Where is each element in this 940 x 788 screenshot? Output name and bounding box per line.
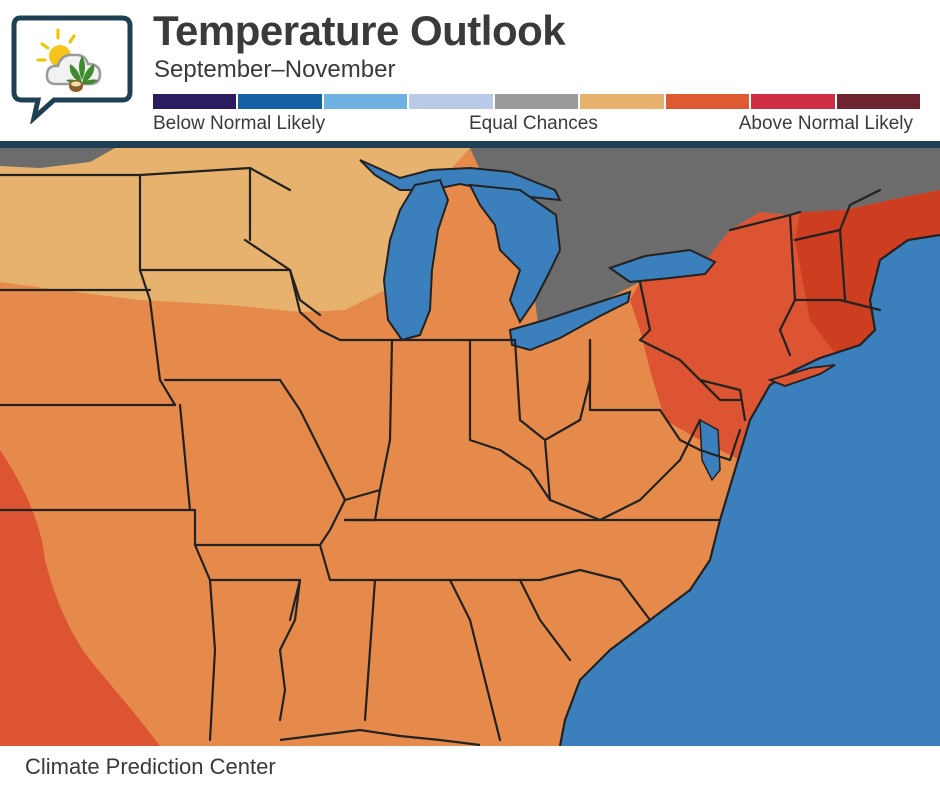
legend-label-above: Above Normal Likely (738, 113, 913, 134)
page-subtitle: September–November (154, 56, 396, 83)
outlook-map (0, 148, 940, 746)
lake-huron (468, 183, 562, 325)
legend-swatch (749, 94, 835, 109)
lake-erie (508, 290, 632, 352)
legend-swatch (407, 94, 493, 109)
legend-color-bar (153, 94, 920, 109)
header-divider (0, 141, 940, 148)
weather-logo-icon (11, 15, 133, 124)
source-credit: Climate Prediction Center (25, 754, 276, 779)
legend-swatch (578, 94, 664, 109)
footer: Climate Prediction Center (0, 746, 940, 788)
header: Temperature Outlook September–November B… (0, 0, 940, 142)
legend-swatch (834, 94, 920, 109)
chesapeake-bay (699, 418, 721, 482)
legend-swatch (492, 94, 579, 109)
legend-swatch (321, 94, 408, 109)
gulf-coastline (279, 728, 481, 746)
equal-chances-region (470, 148, 940, 340)
page-title: Temperature Outlook (153, 7, 566, 54)
state-borders (0, 166, 882, 742)
legend-swatch (153, 94, 237, 109)
lake-michigan (382, 178, 450, 342)
legend-swatch (236, 94, 322, 109)
equal-chances-corner (0, 148, 115, 168)
long-island (767, 364, 836, 387)
legend-swatch (663, 94, 750, 109)
legend-label-below: Below Normal Likely (153, 113, 326, 134)
coastline (558, 233, 940, 746)
above-normal-high-southwest (0, 450, 160, 746)
outlook-map-svg (0, 148, 940, 746)
above-normal-low-region (0, 148, 470, 312)
lake-ontario (607, 248, 717, 284)
legend-label-equal: Equal Chances (469, 113, 598, 134)
